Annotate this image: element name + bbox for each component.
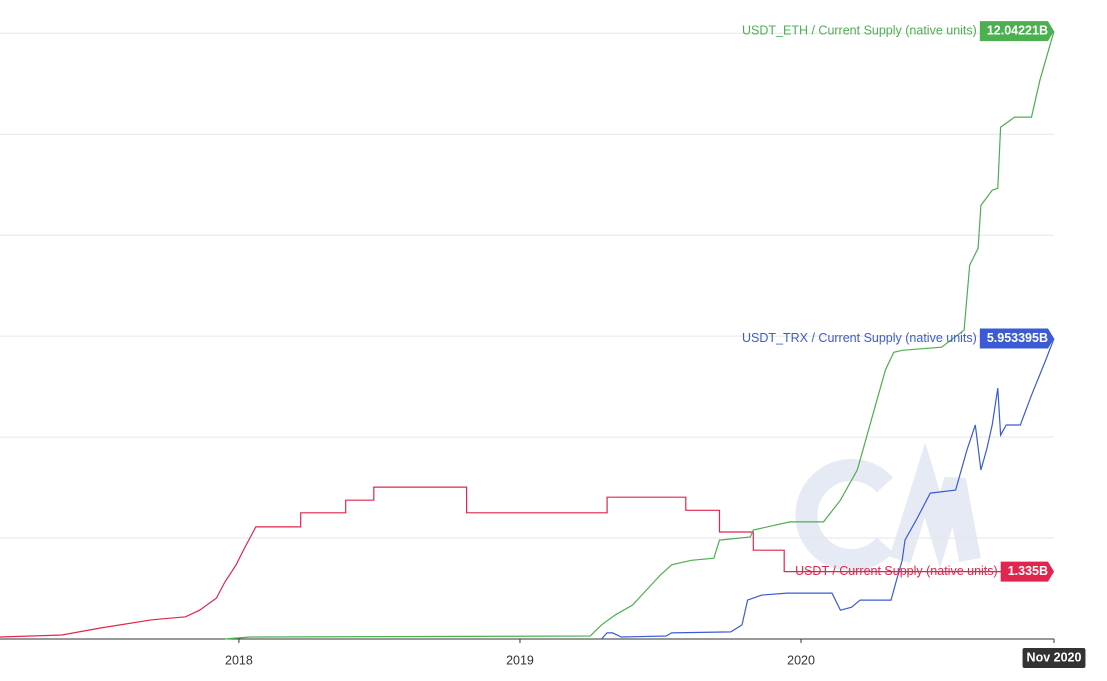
plot bbox=[0, 31, 1055, 640]
x-tick-label: 2019 bbox=[506, 653, 534, 667]
legend-label: USDT / Current Supply (native units) bbox=[795, 564, 998, 578]
series-line bbox=[0, 486, 1054, 638]
value-label: 12.04221B bbox=[987, 23, 1048, 37]
x-tick-label: 2020 bbox=[787, 653, 815, 667]
value-label-box bbox=[979, 21, 1054, 42]
value-label: 5.953395B bbox=[987, 331, 1048, 345]
x-tick-label: Nov 2020 bbox=[1027, 650, 1082, 664]
legend-label: USDT_ETH / Current Supply (native units) bbox=[742, 23, 977, 37]
value-label: 1.335B bbox=[1008, 564, 1048, 578]
watermark bbox=[795, 442, 981, 571]
value-label-box bbox=[979, 328, 1054, 349]
series-line bbox=[601, 338, 1055, 640]
grid bbox=[0, 32, 1055, 643]
value-label-box bbox=[1000, 561, 1054, 582]
legend-label: USDT_TRX / Current Supply (native units) bbox=[742, 331, 977, 345]
x-crosshair-label: Nov 2020 bbox=[1022, 648, 1086, 668]
labels: 2018 2019 2020 Nov 2020 1.335B USDT / Current… bbox=[225, 21, 1086, 668]
x-label-box bbox=[1022, 648, 1086, 668]
x-tick-label: 2018 bbox=[225, 653, 253, 667]
series-line bbox=[224, 31, 1055, 640]
